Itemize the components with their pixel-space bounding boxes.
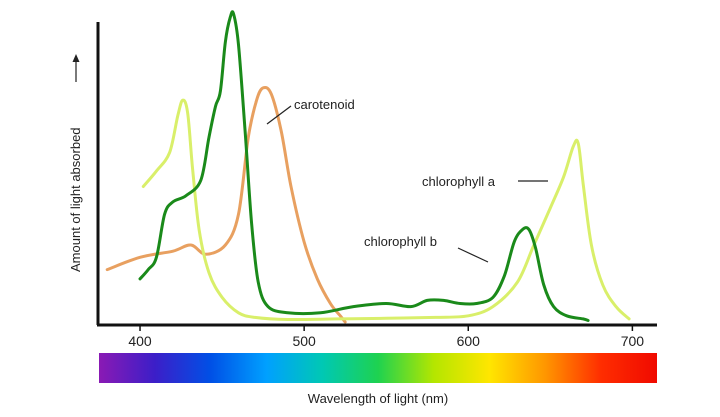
series-line-chlorophyll-a [141, 98, 631, 322]
annotation-chlorophyll-b: chlorophyll b [364, 234, 437, 249]
y-axis-label: Amount of light absorbed [68, 127, 83, 272]
spectrum-bar [99, 353, 657, 383]
x-tick-label-500: 500 [292, 333, 316, 349]
annotation-carotenoid: carotenoid [294, 97, 355, 112]
x-tick-label-400: 400 [128, 333, 152, 349]
series-line-chlorophyll-b [138, 10, 590, 322]
x-ticks: 400 500 600 700 [128, 325, 644, 349]
series-lines [105, 10, 631, 324]
x-axis-label: Wavelength of light (nm) [308, 391, 448, 406]
annotation-chlorophyll-a: chlorophyll a [422, 174, 496, 189]
x-tick-label-600: 600 [457, 333, 481, 349]
series-line-carotenoid [105, 85, 347, 324]
annotation-carotenoid-leader [266, 105, 292, 125]
x-tick-label-700: 700 [621, 333, 645, 349]
annotation-chlorophyll-b-leader [457, 247, 489, 263]
y-axis-arrow-icon [72, 54, 80, 82]
